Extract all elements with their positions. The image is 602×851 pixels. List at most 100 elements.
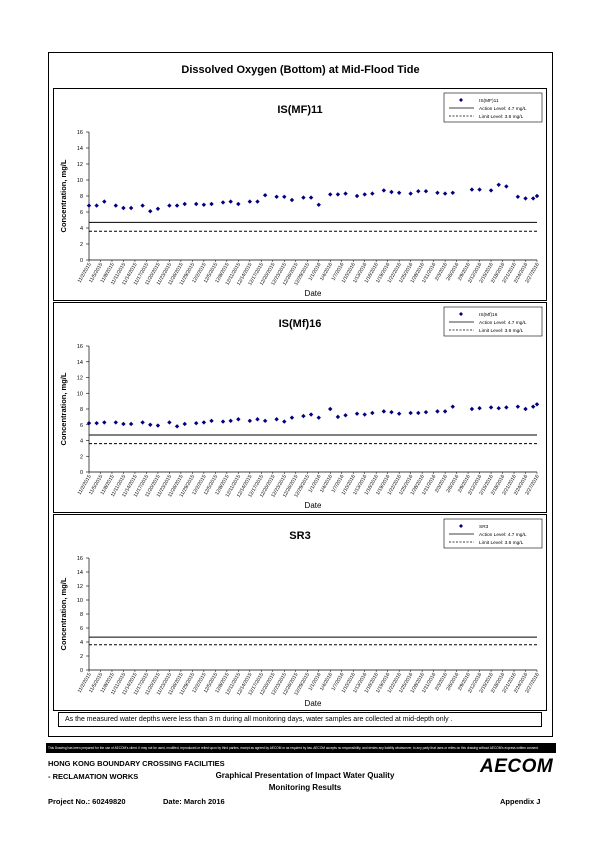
data-point (140, 420, 145, 425)
y-tick-label: 10 (77, 178, 83, 184)
data-point (128, 421, 134, 427)
data-point (534, 193, 540, 199)
y-tick-label: 16 (77, 130, 83, 136)
data-point (174, 203, 180, 208)
disclaimer: This Drawing has been prepared for the u… (46, 743, 556, 753)
data-point (194, 420, 199, 426)
data-point (335, 192, 341, 197)
data-point (167, 420, 172, 425)
legend-label: Action Level: 4.7 mg/L (479, 320, 527, 326)
data-point (308, 412, 314, 417)
data-point (335, 414, 341, 420)
legend-label: Limit Level: 3.6 mg/L (479, 328, 524, 334)
data-point (236, 201, 241, 207)
legend-label: Action Level: 4.7 mg/L (479, 532, 527, 538)
drawing-title: Monitoring Results (268, 783, 342, 792)
chart: IS(Mf)16 Concentration, mg/L Date 0 2 4 6 8 10 12… (59, 306, 543, 510)
legend-box (443, 518, 543, 549)
y-tick-label: 8 (80, 612, 83, 618)
y-tick-label: 12 (77, 162, 83, 168)
data-point (423, 409, 429, 415)
data-point (469, 187, 475, 192)
data-point (515, 194, 521, 199)
data-point (247, 199, 253, 204)
data-point (128, 205, 134, 211)
y-tick-label: 4 (80, 640, 83, 646)
data-point (301, 195, 306, 200)
data-point (328, 192, 333, 197)
y-tick-label: 8 (80, 407, 83, 413)
data-point (274, 417, 279, 422)
y-tick-label: 2 (80, 454, 83, 460)
data-point (504, 405, 509, 410)
legend-marker (459, 524, 463, 528)
data-point (450, 190, 455, 195)
data-point (201, 202, 207, 207)
data-point (86, 420, 92, 426)
y-tick-label: 10 (77, 391, 83, 397)
drawing-title: Graphical Presentation of Impact Water Q… (215, 771, 395, 780)
y-tick-label: 16 (77, 556, 83, 562)
y-tick-label: 12 (77, 584, 83, 590)
data-point (262, 193, 268, 198)
data-point (262, 418, 268, 424)
y-axis-label: Concentration, mg/L (59, 372, 68, 445)
legend-label: Limit Level: 3.6 mg/L (479, 114, 524, 120)
data-point (381, 188, 387, 193)
data-point (515, 404, 521, 409)
y-tick-label: 4 (80, 226, 83, 232)
data-point (534, 402, 540, 407)
legend-marker (459, 98, 463, 102)
data-point (155, 423, 161, 428)
data-point (435, 190, 440, 195)
data-point (362, 192, 367, 197)
x-axis-label: Date (305, 699, 322, 708)
data-point (220, 200, 226, 205)
y-tick-label: 14 (77, 570, 83, 576)
data-point (194, 201, 199, 207)
data-point (408, 191, 413, 196)
project-name: - RECLAMATION WORKS (48, 772, 139, 781)
project-name: HONG KONG BOUNDARY CROSSING FACILITIES (48, 759, 225, 768)
data-point (396, 190, 402, 195)
data-point (113, 420, 119, 425)
data-point (530, 196, 536, 201)
data-point (209, 201, 214, 207)
data-point (94, 420, 99, 426)
project-number: Project No.: 60249820 (48, 797, 126, 806)
data-point (289, 415, 295, 420)
data-point (389, 189, 394, 195)
y-axis-label: Concentration, mg/L (59, 577, 68, 650)
data-point (423, 189, 429, 194)
logo: AECOM (480, 756, 554, 777)
data-point (504, 184, 509, 189)
data-point (148, 209, 153, 214)
data-point (442, 191, 448, 196)
data-point (416, 189, 421, 194)
data-point (167, 203, 172, 208)
y-tick-label: 0 (80, 668, 83, 674)
data-point (343, 191, 348, 196)
y-tick-label: 12 (77, 376, 83, 382)
data-point (289, 197, 295, 203)
data-point (228, 199, 233, 204)
data-point (477, 406, 482, 411)
data-point (381, 409, 387, 414)
data-point (416, 410, 421, 416)
data-point (354, 411, 360, 416)
y-tick-label: 8 (80, 194, 83, 200)
y-tick-label: 16 (77, 344, 83, 350)
data-point (370, 191, 375, 196)
note: As the measured water depths were less t… (58, 712, 542, 727)
y-tick-label: 14 (77, 146, 83, 152)
y-tick-label: 14 (77, 360, 83, 366)
page-frame (48, 52, 553, 737)
page-title: Dissolved Oxygen (Bottom) at Mid-Flood T… (181, 64, 420, 76)
data-point (316, 415, 321, 420)
data-point (255, 199, 260, 204)
data-point (523, 196, 528, 201)
legend-label: IS(MF)11 (479, 98, 499, 104)
data-point (209, 418, 214, 424)
